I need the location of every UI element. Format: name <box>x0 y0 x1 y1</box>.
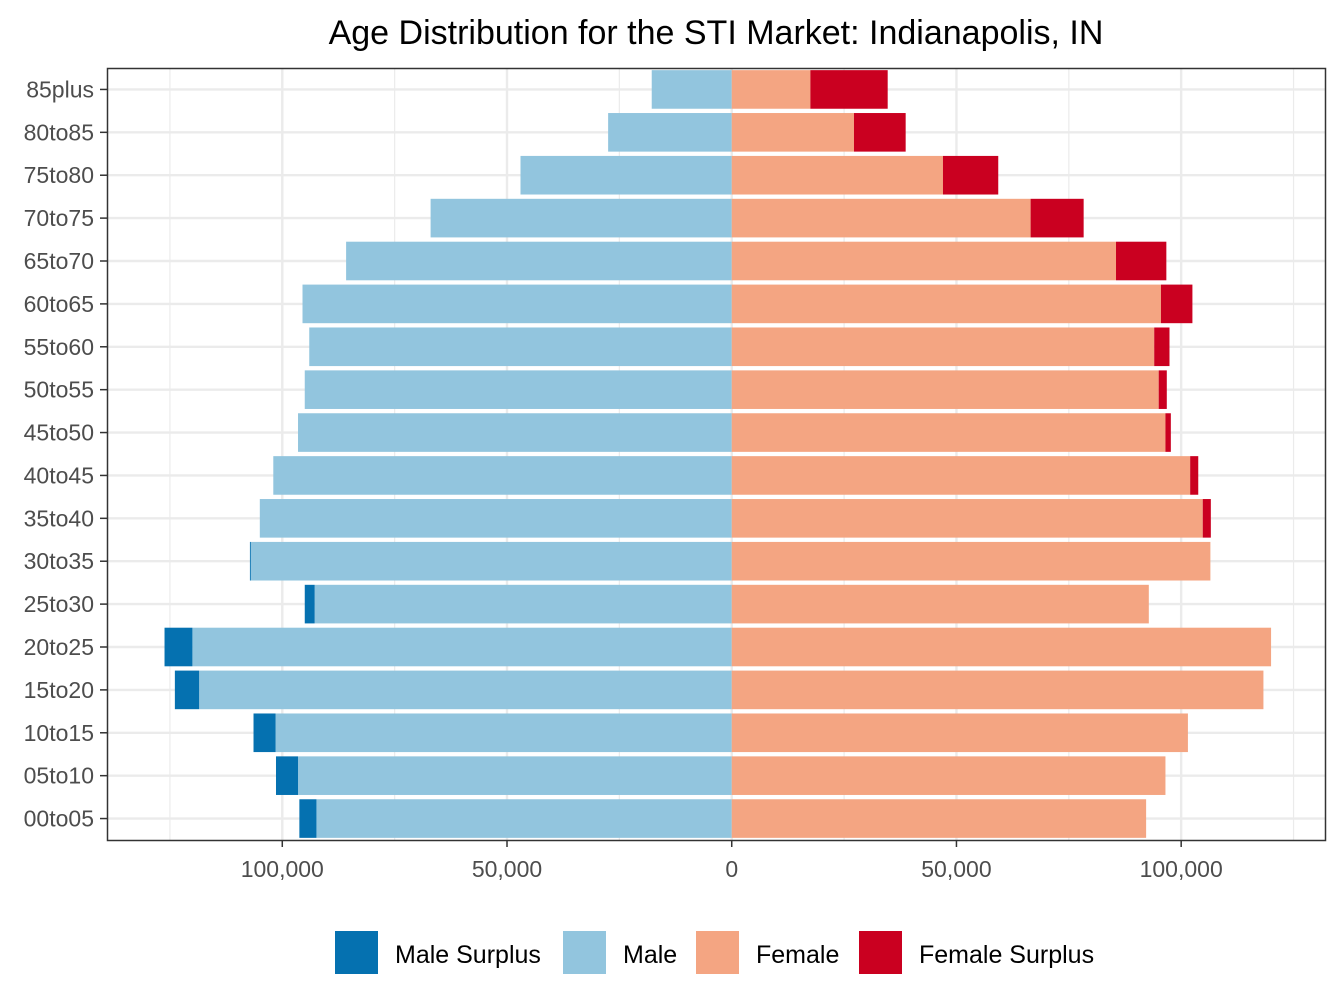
y-tick-label: 85plus <box>26 76 94 102</box>
y-tick-label: 25to30 <box>24 591 94 617</box>
y-tick-label: 00to05 <box>24 806 94 832</box>
female-surplus-bar <box>853 113 906 152</box>
male-bar <box>309 327 732 367</box>
male-bar <box>259 499 732 538</box>
female-bar <box>731 541 1211 581</box>
female-surplus-bar <box>1158 370 1167 409</box>
y-tick-label: 70to75 <box>24 205 94 231</box>
bars-layer <box>164 70 1272 838</box>
legend: Male Surplus Male Female Female Surplus <box>335 931 1094 974</box>
female-surplus-bar <box>810 70 888 109</box>
male-bar <box>298 413 732 452</box>
legend-swatch <box>563 931 606 974</box>
legend-swatch <box>696 931 739 974</box>
y-tick-label: 45to50 <box>24 420 94 446</box>
male-bar <box>192 627 732 667</box>
x-tick-label: 50,000 <box>921 856 991 882</box>
female-bar <box>731 584 1149 624</box>
male-bar <box>304 370 732 409</box>
legend-swatch <box>859 931 902 974</box>
male-bar <box>250 541 732 581</box>
female-surplus-bar <box>1190 456 1199 495</box>
male-bar <box>298 756 732 795</box>
male-bar <box>608 113 732 152</box>
male-bar <box>199 670 732 710</box>
female-bar <box>731 499 1203 538</box>
y-tick-label: 05to10 <box>24 763 94 789</box>
legend-label: Male <box>623 941 677 969</box>
female-surplus-bar <box>1202 499 1211 538</box>
y-tick-label: 40to45 <box>24 462 94 488</box>
y-tick-label: 80to85 <box>24 119 94 145</box>
female-bar <box>731 370 1159 409</box>
x-tick-label: 0 <box>725 856 738 882</box>
male-bar <box>302 284 732 324</box>
male-surplus-bar <box>164 627 193 667</box>
male-surplus-bar <box>174 670 200 710</box>
female-bar <box>731 670 1264 710</box>
female-surplus-bar <box>1165 413 1171 452</box>
male-bar <box>275 713 732 753</box>
y-tick-label: 60to65 <box>24 291 94 317</box>
male-bar <box>316 799 732 838</box>
female-bar <box>731 713 1188 753</box>
legend-label: Female <box>756 941 839 969</box>
legend-swatch <box>335 931 378 974</box>
male-bar <box>520 155 732 195</box>
male-bar <box>273 456 732 495</box>
male-surplus-bar <box>299 799 317 838</box>
y-axis: 85plus 80to85 75to80 70to75 65to70 60to65 55to… <box>24 76 107 832</box>
female-bar <box>731 198 1031 238</box>
female-bar <box>731 70 811 109</box>
male-bar <box>346 241 732 281</box>
x-tick-label: 50,000 <box>472 856 542 882</box>
female-bar <box>731 327 1155 367</box>
y-tick-label: 65to70 <box>24 248 94 274</box>
female-bar <box>731 799 1147 838</box>
female-bar <box>731 284 1161 324</box>
male-surplus-bar <box>253 713 276 753</box>
female-bar <box>731 456 1191 495</box>
panel-border <box>106 67 1327 842</box>
y-tick-label: 55to60 <box>24 334 94 360</box>
female-surplus-bar <box>1116 241 1167 281</box>
female-bar <box>731 627 1272 667</box>
male-bar <box>430 198 732 238</box>
female-bar <box>731 155 943 195</box>
female-bar <box>731 413 1166 452</box>
female-surplus-bar <box>1160 284 1193 324</box>
female-bar <box>731 241 1117 281</box>
legend-label: Female Surplus <box>919 941 1094 969</box>
y-tick-label: 20to25 <box>24 634 94 660</box>
y-tick-label: 75to80 <box>24 162 94 188</box>
male-bar <box>314 584 732 624</box>
male-bar <box>651 70 732 109</box>
chart-title: Age Distribution for the STI Market: Ind… <box>329 14 1104 52</box>
female-surplus-bar <box>942 155 999 195</box>
y-tick-label: 30to35 <box>24 548 94 574</box>
female-surplus-bar <box>1030 198 1084 238</box>
legend-label: Male Surplus <box>395 941 541 969</box>
y-tick-label: 10to15 <box>24 720 94 746</box>
x-tick-label: 100,000 <box>241 856 324 882</box>
male-surplus-bar <box>304 584 315 624</box>
female-bar <box>731 756 1166 795</box>
y-tick-label: 15to20 <box>24 677 94 703</box>
male-surplus-bar <box>275 756 299 795</box>
y-tick-label: 50to55 <box>24 377 94 403</box>
male-surplus-bar <box>249 541 251 581</box>
female-surplus-bar <box>1154 327 1170 367</box>
x-axis: 100,000 50,000 0 50,000 100,000 <box>241 840 1223 882</box>
x-tick-label: 100,000 <box>1140 856 1223 882</box>
y-tick-label: 35to40 <box>24 505 94 531</box>
female-bar <box>731 113 854 152</box>
